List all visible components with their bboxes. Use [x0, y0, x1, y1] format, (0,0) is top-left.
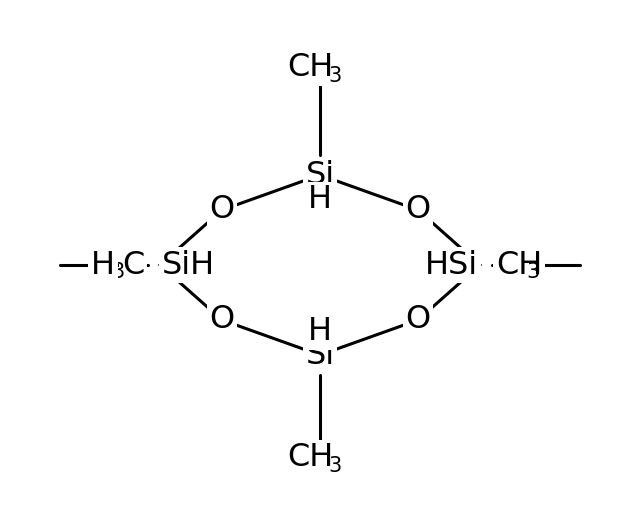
Text: H: H: [308, 185, 332, 215]
Text: CH: CH: [287, 442, 333, 473]
Text: SiH: SiH: [162, 250, 215, 280]
Text: H: H: [308, 316, 332, 348]
Text: O: O: [405, 305, 431, 335]
Text: CH: CH: [287, 52, 333, 84]
Text: Si: Si: [305, 160, 335, 190]
Text: HSi: HSi: [425, 250, 478, 280]
Text: C: C: [122, 250, 144, 280]
Text: CH: CH: [496, 250, 542, 280]
Text: 3: 3: [328, 456, 341, 476]
Text: 3: 3: [111, 262, 125, 282]
Text: Si: Si: [305, 340, 335, 370]
Text: O: O: [209, 305, 235, 335]
Text: 3: 3: [526, 262, 540, 282]
Text: O: O: [405, 195, 431, 225]
Text: O: O: [209, 195, 235, 225]
Text: H: H: [91, 250, 115, 280]
Text: 3: 3: [328, 66, 341, 86]
